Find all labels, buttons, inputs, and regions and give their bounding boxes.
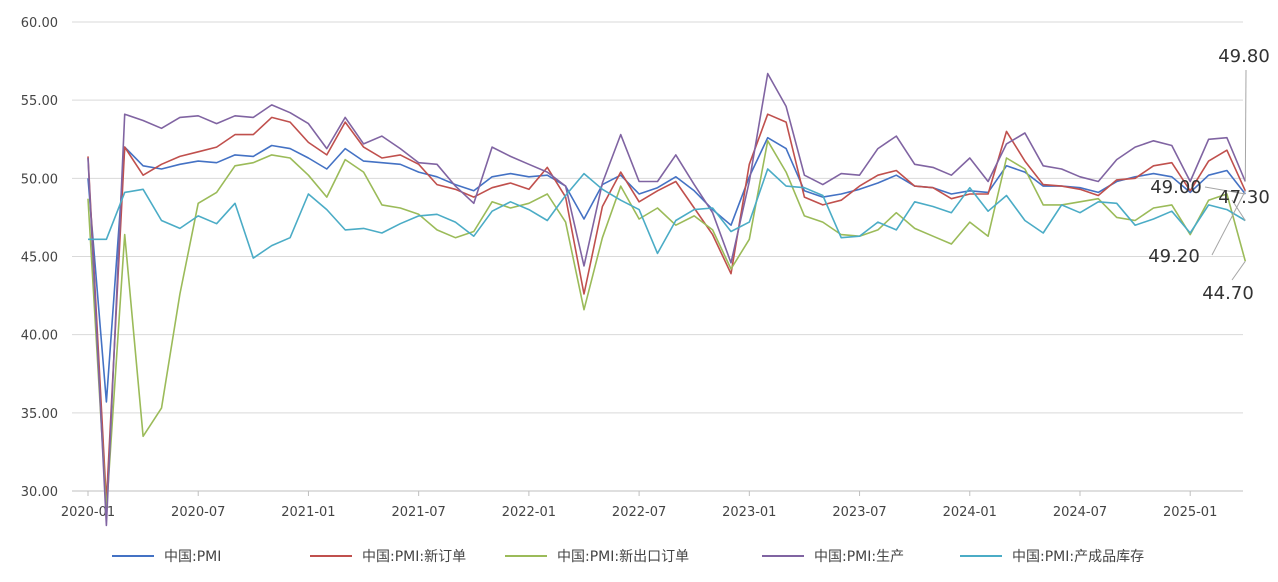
annotation-label: 49.00 — [1150, 177, 1202, 198]
x-tick-label: 2021-07 — [391, 505, 445, 520]
x-tick-label: 2021-01 — [281, 505, 335, 520]
annotation-leader — [1231, 199, 1246, 221]
legend: 中国:PMI 中国:PMI:新订单 中国:PMI:新出口订单 中国:PMI:生产 中国:… — [112, 549, 1144, 565]
y-tick-label: 30.00 — [21, 485, 58, 500]
y-axis: 30.00 35.00 40.00 45.00 50.00 55.00 60.00 — [21, 16, 58, 500]
series-line-2 — [87, 113, 1247, 503]
y-tick-label: 40.00 — [21, 329, 58, 344]
y-tick-label: 50.00 — [21, 172, 58, 187]
annotation-leader — [1211, 190, 1246, 256]
annotation-leader — [1244, 69, 1247, 182]
legend-label: 中国:PMI:产成品库存 — [1012, 549, 1144, 565]
x-tick-label: 2022-01 — [502, 505, 556, 520]
x-tick-label: 2023-07 — [832, 505, 886, 520]
annotation-leader — [1231, 260, 1246, 281]
annotation-label: 47.30 — [1218, 187, 1270, 208]
annotation-leader — [1204, 186, 1246, 195]
x-tick-label: 2025-01 — [1163, 505, 1217, 520]
y-tick-label: 45.00 — [21, 251, 58, 266]
legend-label: 中国:PMI:新出口订单 — [557, 549, 689, 565]
y-tick-label: 60.00 — [21, 16, 58, 31]
legend-label: 中国:PMI:生产 — [814, 549, 904, 565]
series-lines — [87, 72, 1247, 527]
x-axis: 2020-01 2020-07 2021-01 2021-07 2022-01 2022-… — [61, 491, 1217, 520]
x-tick-label: 2023-01 — [722, 505, 776, 520]
x-tick-label: 2020-07 — [171, 505, 225, 520]
legend-label: 中国:PMI — [164, 549, 221, 565]
annotation-label: 49.20 — [1148, 246, 1200, 267]
series-line-4 — [87, 72, 1247, 527]
x-tick-label: 2020-01 — [61, 505, 115, 520]
x-tick-label: 2024-07 — [1053, 505, 1107, 520]
y-tick-label: 35.00 — [21, 407, 58, 422]
series-line-5 — [88, 168, 1246, 259]
y-tick-label: 55.00 — [21, 94, 58, 109]
grid-lines — [72, 21, 1243, 492]
x-tick-label: 2024-01 — [943, 505, 997, 520]
annotation-label: 49.80 — [1218, 46, 1270, 67]
series-line-1 — [87, 136, 1246, 403]
series-line-3 — [87, 140, 1247, 513]
annotation-label: 44.70 — [1202, 283, 1254, 304]
x-tick-label: 2022-07 — [612, 505, 666, 520]
legend-label: 中国:PMI:新订单 — [362, 549, 466, 565]
